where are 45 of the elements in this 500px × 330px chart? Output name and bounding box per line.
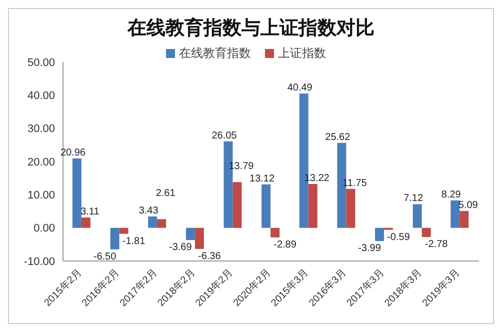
bar: [375, 228, 384, 242]
bar: [110, 228, 120, 250]
data-label: 25.62: [325, 132, 351, 143]
bar: [308, 184, 318, 228]
bar: [412, 204, 422, 228]
data-label: 20.96: [60, 147, 86, 158]
y-tick-label: 20.00: [27, 156, 55, 168]
bar: [157, 219, 166, 228]
data-label: 26.05: [212, 130, 238, 142]
data-label: 3.43: [138, 205, 159, 216]
bar: [119, 228, 128, 234]
data-label: -3.69: [169, 242, 192, 254]
legend-label: 上证指数: [277, 45, 326, 62]
y-tick-label: -10.00: [24, 256, 55, 268]
bar: [346, 188, 356, 228]
y-tick-label: 30.00: [27, 123, 55, 136]
data-label: 8.29: [441, 189, 462, 200]
bar: [460, 210, 469, 228]
data-label: 7.12: [404, 193, 424, 204]
y-tick-label: 10.00: [27, 190, 55, 202]
bar: [81, 218, 90, 228]
bar: [270, 228, 280, 238]
y-tick-label: 0.00: [34, 222, 55, 235]
bar: [194, 228, 204, 249]
bar: [186, 228, 195, 240]
bar: [232, 182, 242, 228]
bar: [450, 200, 460, 228]
data-label: -2.89: [274, 239, 297, 250]
data-label: -0.59: [387, 232, 410, 243]
bar: [262, 184, 271, 228]
data-label: -3.99: [358, 243, 382, 254]
chart-title: 在线教育指数与上证指数对比: [126, 16, 376, 41]
legend-label: 在线教育指数: [178, 45, 251, 62]
bar: [422, 228, 431, 238]
data-label: 13.12: [250, 173, 275, 184]
bar: [72, 158, 82, 228]
data-label: 2.61: [156, 188, 176, 200]
data-label: -1.81: [122, 236, 146, 247]
bar: [148, 216, 158, 228]
data-label: -6.36: [198, 250, 222, 262]
data-label: -6.50: [93, 251, 117, 262]
data-label: -2.78: [424, 239, 448, 250]
y-tick-label: 40.00: [27, 90, 55, 102]
y-tick-label: 50.00: [27, 56, 55, 69]
data-label: 40.49: [287, 82, 313, 94]
